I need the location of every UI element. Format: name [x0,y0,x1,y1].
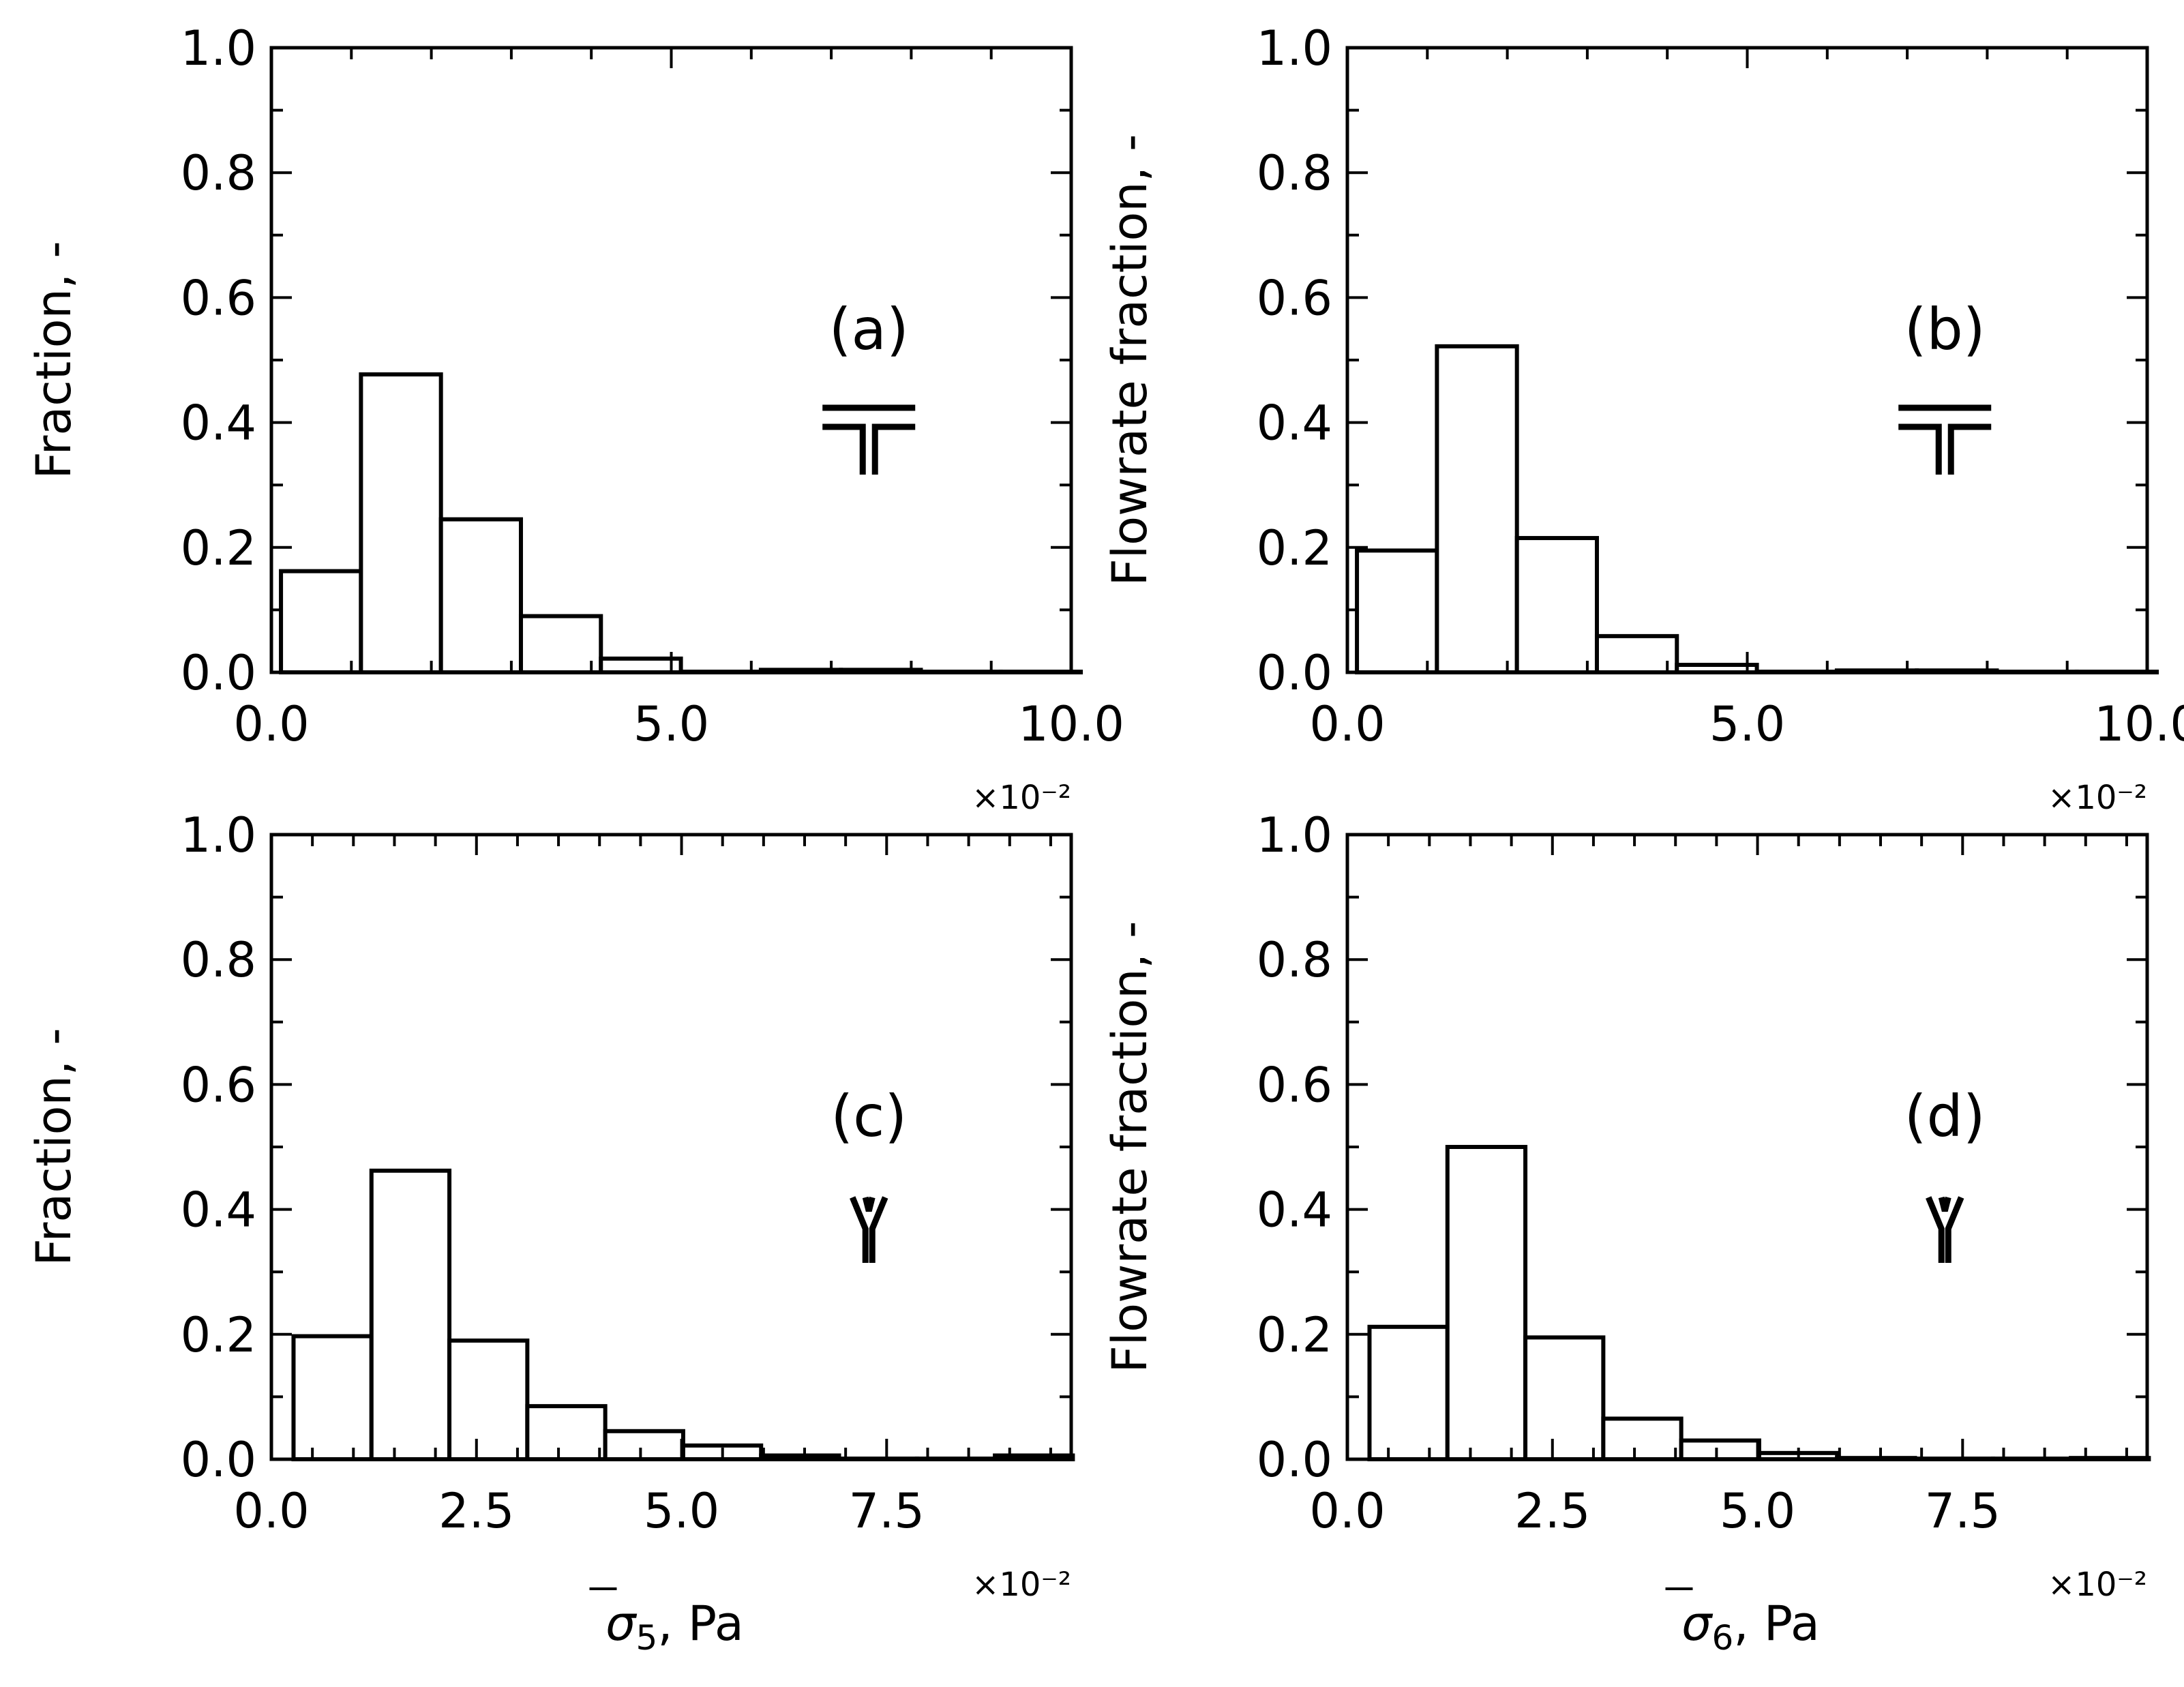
y-tick-label: 0.6 [181,1057,256,1113]
y-tick-label: 0.8 [1257,145,1332,201]
histogram-bar [1523,1335,1606,1461]
x-multiplier: ×10⁻² [972,1566,1071,1604]
x-tick-label: 0.0 [1309,1483,1385,1539]
y-junction-icon [1926,1196,1964,1263]
y-tick-label: 0.0 [1257,1432,1332,1488]
y-tick-label: 0.4 [1257,395,1332,451]
y-tick-label: 0.0 [1257,645,1332,701]
histogram-bar [1679,1438,1761,1462]
x-tick-label: 5.0 [1720,1483,1795,1539]
panel-label: (b) [1904,296,1986,363]
tee-junction-icon [1898,404,1992,475]
x-tick-label: 2.5 [1514,1483,1590,1539]
histogram-bar [438,517,523,675]
histogram-bar [603,1429,685,1462]
x-tick-label: 7.5 [849,1483,925,1539]
panel-label: (c) [831,1083,907,1150]
x-axis-label-subscript: 5 [636,1618,658,1658]
histogram-bar [1367,1324,1450,1461]
y-axis-label: Flowrate fraction, - [1102,134,1158,586]
x-axis-label-subscript: 6 [1712,1618,1734,1658]
y-tick-label: 0.6 [1257,1057,1332,1113]
histogram-bar [1514,536,1599,674]
y-axis-label: Fraction, - [26,241,82,479]
y-tick-label: 1.0 [1257,20,1332,76]
y-tick-label: 0.2 [1257,1307,1332,1363]
chart-panel-3: 0.0 0.2 0.4 0.6 0.8 1.0 0.0 2.5 5.0 7.5 ×10⁻² Fract… [26,807,1075,1658]
y-tick-label: 1.0 [1257,807,1332,863]
x-axis-label-unit: , Pa [1733,1596,1819,1652]
x-tick-label: 0.0 [233,696,309,752]
x-tick-label: 0.0 [1309,696,1385,752]
histogram-bar [1445,1145,1528,1461]
x-multiplier: ×10⁻² [2048,779,2147,817]
y-tick-label: 0.6 [1257,270,1332,326]
histogram-bar [291,1334,374,1461]
y-tick-label: 0.0 [181,645,256,701]
x-axis-label: σ6, Pa [1681,1596,1820,1658]
histogram-bar [518,614,603,674]
x-multiplier: ×10⁻² [2048,1566,2147,1604]
y-axis-label: Fraction, - [26,1028,82,1266]
histogram-bar [447,1338,530,1461]
x-axis-label: σ5, Pa [605,1596,744,1658]
chart-panel-1: 0.0 0.2 0.4 0.6 0.8 1.0 0.0 5.0 10.0 ×10⁻² Fractio… [26,20,1124,817]
histogram-bar [369,1168,452,1461]
x-tick-label: 2.5 [438,1483,514,1539]
x-tick-label: 5.0 [633,696,709,752]
x-tick-label: 0.0 [233,1483,309,1539]
panel-label: (d) [1904,1083,1986,1150]
x-axis-label-symbol: σ [1681,1596,1714,1652]
chart-panel-2: 0.0 0.2 0.4 0.6 0.8 1.0 0.0 5.0 10.0 ×10⁻² Flowrat… [1102,20,2184,817]
histogram-bar [1355,548,1439,674]
y-tick-label: 0.2 [181,520,256,576]
x-axis-label-symbol: σ [605,1596,638,1652]
histogram-bar [525,1404,608,1461]
y-tick-label: 0.2 [1257,520,1332,576]
x-multiplier: ×10⁻² [972,779,1071,817]
x-tick-label: 10.0 [2094,696,2184,752]
y-axis-label: Flowrate fraction, - [1102,921,1158,1373]
histogram-bar [1601,1416,1684,1461]
y-tick-label: 0.8 [1257,932,1332,988]
histogram-bar [359,372,443,674]
x-tick-label: 5.0 [644,1483,719,1539]
y-tick-label: 0.8 [181,932,256,988]
y-junction-icon [850,1196,888,1263]
x-axis-label-unit: , Pa [657,1596,743,1652]
y-tick-label: 0.8 [181,145,256,201]
panel-label: (a) [829,296,909,363]
y-tick-label: 1.0 [181,20,256,76]
histogram-bar [1594,633,1679,675]
histogram-bar [1435,344,1519,674]
y-tick-label: 1.0 [181,807,256,863]
y-tick-label: 0.2 [181,1307,256,1363]
y-tick-label: 0.4 [181,395,256,451]
histogram-bar [599,656,683,675]
y-tick-label: 0.0 [181,1432,256,1488]
y-tick-label: 0.4 [1257,1182,1332,1238]
y-tick-label: 0.4 [181,1182,256,1238]
tee-junction-icon [822,404,916,475]
chart-panel-4: 0.0 0.2 0.4 0.6 0.8 1.0 0.0 2.5 5.0 7.5 ×10⁻² Flowr… [1102,807,2151,1658]
x-tick-label: 7.5 [1925,1483,2001,1539]
histogram-bar [279,569,363,674]
x-tick-label: 5.0 [1709,696,1785,752]
x-tick-label: 10.0 [1018,696,1124,752]
y-tick-label: 0.6 [181,270,256,326]
